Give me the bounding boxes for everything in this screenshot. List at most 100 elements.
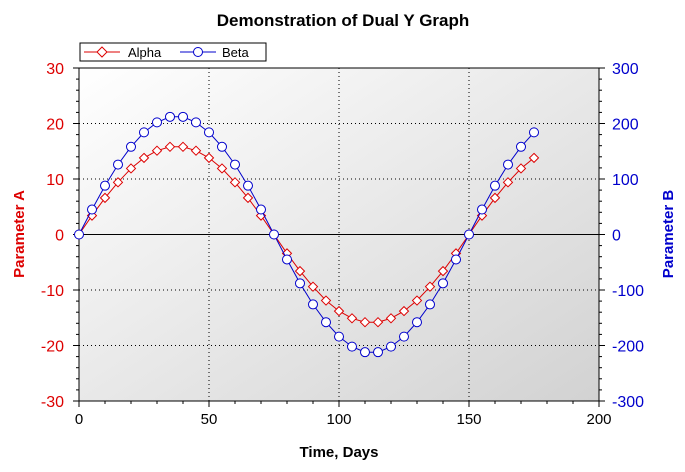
grid-lines: [79, 68, 599, 401]
data-point-beta: [113, 159, 123, 170]
x-tick-label: 150: [456, 411, 481, 428]
y2-axis-label: Parameter B: [660, 190, 677, 279]
data-point-beta: [529, 127, 539, 138]
data-point-alpha: [164, 141, 176, 153]
data-point-beta: [230, 159, 240, 170]
y-tick-label: 10: [46, 172, 64, 189]
legend-box: [79, 42, 267, 62]
data-point-beta: [191, 117, 201, 128]
y2-tick-labels: -300 -200 -100 0 100 200 300: [612, 61, 644, 411]
data-point-alpha: [177, 141, 189, 153]
data-point-beta: [360, 347, 370, 358]
x-tick-label: 50: [201, 411, 218, 428]
data-point-alpha: [294, 265, 306, 277]
data-point-beta: [204, 127, 214, 138]
x-tick-label: 0: [75, 411, 83, 428]
y2-tick-label: 200: [612, 117, 639, 134]
data-point-beta: [269, 229, 279, 240]
data-point-beta: [490, 180, 500, 191]
data-point-beta: [87, 204, 97, 215]
y2-tick-label: 100: [612, 172, 639, 189]
data-point-alpha: [138, 152, 150, 164]
data-point-beta: [503, 159, 513, 170]
data-point-alpha: [229, 177, 241, 188]
data-point-alpha: [203, 152, 215, 164]
legend-beta-marker: [193, 47, 203, 57]
legend-alpha-label: Alpha: [128, 45, 162, 60]
data-point-beta: [256, 204, 266, 215]
data-point-alpha: [112, 177, 124, 188]
y-tick-label: -30: [41, 394, 64, 411]
data-point-alpha: [424, 281, 436, 292]
data-point-alpha: [216, 163, 228, 174]
data-point-beta: [347, 341, 357, 352]
data-point-alpha: [125, 163, 137, 174]
legend-alpha-marker: [96, 46, 108, 58]
data-point-beta: [243, 180, 253, 191]
data-point-beta: [464, 229, 474, 240]
data-point-alpha: [489, 192, 501, 204]
y-tick-label: -20: [41, 339, 64, 356]
data-point-beta: [100, 180, 110, 191]
series-layer: [73, 111, 540, 358]
data-point-alpha: [528, 152, 540, 164]
data-point-alpha: [359, 316, 371, 328]
data-point-beta: [74, 229, 84, 240]
data-point-beta: [386, 341, 396, 352]
data-point-beta: [165, 111, 175, 122]
data-point-beta: [516, 141, 526, 152]
data-point-beta: [152, 117, 162, 128]
y2-tick-label: -300: [612, 394, 644, 411]
data-point-alpha: [515, 163, 527, 174]
y-tick-labels: -30 -20 -10 0 10 20 30: [41, 61, 64, 411]
data-point-beta: [477, 204, 487, 215]
data-point-alpha: [398, 305, 410, 317]
axis-ticks: [73, 67, 605, 407]
x-tick-labels: 0 50 100 150 200: [75, 411, 612, 428]
data-point-alpha: [346, 313, 358, 324]
data-point-alpha: [385, 313, 397, 324]
data-point-alpha: [242, 192, 254, 204]
data-point-alpha: [320, 295, 332, 306]
data-point-alpha: [437, 265, 449, 277]
legend-beta-label: Beta: [222, 45, 250, 60]
data-point-beta: [321, 317, 331, 328]
data-point-alpha: [372, 316, 384, 328]
y-tick-label: 20: [46, 117, 64, 134]
data-point-alpha: [307, 281, 319, 292]
x-tick-label: 100: [326, 411, 351, 428]
data-point-beta: [451, 254, 461, 265]
y2-tick-label: -200: [612, 339, 644, 356]
data-point-alpha: [190, 145, 202, 156]
data-point-beta: [282, 254, 292, 265]
data-point-beta: [295, 278, 305, 289]
y-axis-label: Parameter A: [11, 190, 28, 278]
x-axis-label: Time, Days: [300, 444, 379, 461]
y2-tick-label: 0: [612, 228, 621, 245]
y2-tick-label: 300: [612, 61, 639, 78]
data-point-beta: [178, 111, 188, 122]
data-point-alpha: [411, 295, 423, 306]
data-point-alpha: [502, 177, 514, 188]
y-tick-label: 30: [46, 61, 64, 78]
x-tick-label: 200: [586, 411, 611, 428]
data-point-alpha: [333, 305, 345, 317]
data-point-beta: [399, 331, 409, 342]
data-point-beta: [373, 347, 383, 358]
data-point-beta: [334, 331, 344, 342]
data-point-beta: [126, 141, 136, 152]
data-point-beta: [412, 317, 422, 328]
legend: Alpha Beta: [79, 42, 267, 62]
data-point-beta: [217, 141, 227, 152]
y2-tick-label: -100: [612, 283, 644, 300]
data-point-beta: [139, 127, 149, 138]
y-tick-label: -10: [41, 283, 64, 300]
chart-title: Demonstration of Dual Y Graph: [217, 11, 470, 30]
data-point-beta: [425, 299, 435, 310]
y-tick-label: 0: [55, 228, 64, 245]
data-point-alpha: [151, 145, 163, 156]
data-point-beta: [438, 278, 448, 289]
data-point-alpha: [99, 192, 111, 204]
data-point-beta: [308, 299, 318, 310]
